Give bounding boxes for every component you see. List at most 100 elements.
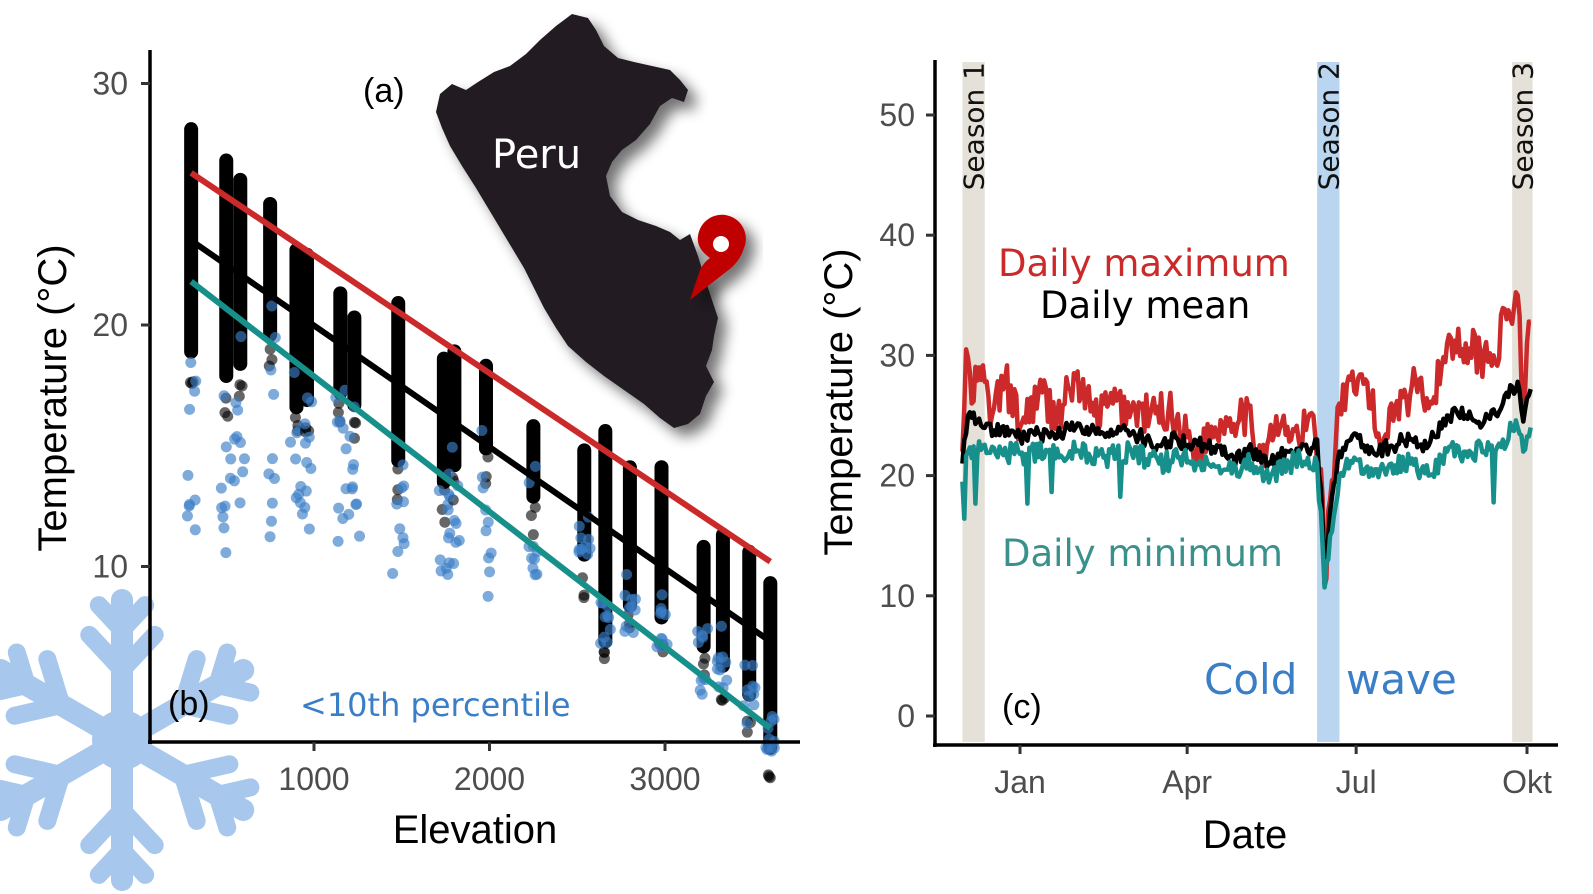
panel-c-timeseries: Season 1 Season 2 Season 3 0 10 20 30 40 50 Jan A… bbox=[817, 60, 1558, 857]
observation-point bbox=[236, 380, 248, 392]
low-percentile-point bbox=[621, 569, 633, 581]
low-percentile-point bbox=[215, 482, 227, 494]
low-percentile-point bbox=[434, 554, 446, 566]
observation-points bbox=[598, 424, 613, 649]
low-percentile-point bbox=[711, 663, 723, 675]
low-percentile-point bbox=[290, 453, 302, 465]
x-axis-label: Date bbox=[1203, 813, 1288, 857]
x-tick-label: Apr bbox=[1162, 764, 1212, 800]
y-tick-label: 20 bbox=[92, 307, 128, 343]
low-percentile-point bbox=[218, 522, 230, 534]
low-percentile-point bbox=[346, 483, 358, 495]
low-percentile-point bbox=[442, 568, 454, 580]
low-percentile-point bbox=[603, 612, 615, 624]
station-column bbox=[443, 344, 465, 570]
low-percentile-point bbox=[442, 504, 454, 516]
low-percentile-point bbox=[340, 443, 352, 455]
low-percentile-point bbox=[433, 485, 445, 497]
low-percentile-point bbox=[225, 453, 237, 465]
low-percentile-point bbox=[266, 453, 278, 465]
low-percentile-point bbox=[396, 482, 408, 494]
panel-label-a: (a) bbox=[363, 72, 405, 110]
x-tick-label: 1000 bbox=[278, 761, 349, 797]
snowflake-arm bbox=[111, 729, 260, 837]
low-percentile-point bbox=[573, 520, 585, 532]
observation-point bbox=[266, 354, 278, 366]
snowflake-icon bbox=[0, 589, 260, 891]
low-percentile-point bbox=[265, 515, 277, 527]
low-percentile-point bbox=[228, 475, 240, 487]
station-column bbox=[711, 527, 733, 706]
snowflake-arm bbox=[0, 729, 133, 837]
low-percentile-point bbox=[285, 436, 297, 448]
low-percentile-point bbox=[219, 500, 231, 512]
low-percentile-point bbox=[482, 590, 494, 602]
x-tick-label: 2000 bbox=[454, 761, 525, 797]
low-percentile-point bbox=[306, 396, 318, 408]
trend-line-mean bbox=[189, 238, 773, 644]
observation-point bbox=[332, 406, 344, 418]
peru-map-shape bbox=[436, 14, 718, 428]
low-percentile-point bbox=[655, 608, 667, 620]
low-percentile-point bbox=[444, 491, 456, 503]
low-percentile-point bbox=[529, 460, 541, 472]
observation-point bbox=[762, 769, 774, 781]
y-tick-label: 10 bbox=[879, 578, 915, 614]
low-percentile-point bbox=[747, 680, 759, 692]
low-percentile-point bbox=[184, 499, 196, 511]
season-label: Season 3 bbox=[1506, 62, 1539, 190]
low-percentile-point bbox=[235, 331, 247, 343]
x-tick-label: Okt bbox=[1502, 764, 1552, 800]
low-percentile-point bbox=[232, 404, 244, 416]
y-tick-label: 0 bbox=[897, 698, 915, 734]
low-percentile-point bbox=[264, 531, 276, 543]
low-percentile-point bbox=[450, 517, 462, 529]
low-percentile-point bbox=[217, 511, 229, 523]
legend-daily-mean: Daily mean bbox=[1040, 284, 1250, 327]
low-percentile-point bbox=[397, 532, 409, 544]
station-column bbox=[523, 419, 543, 581]
observation-point bbox=[529, 501, 541, 513]
station-column bbox=[760, 576, 780, 784]
low-percentile-point bbox=[299, 437, 311, 449]
low-percentile-point bbox=[350, 499, 362, 511]
x-tick-label: Jan bbox=[994, 764, 1046, 800]
low-percentile-point bbox=[527, 562, 539, 574]
season-label: Season 1 bbox=[958, 62, 991, 190]
observation-point bbox=[348, 416, 360, 428]
panel-b-axes: 10 20 30 1000 2000 3000 bbox=[92, 50, 800, 797]
low-percentile-point bbox=[234, 436, 246, 448]
low-percentile-point bbox=[290, 492, 302, 504]
low-percentile-point bbox=[476, 471, 488, 483]
low-percentile-point bbox=[218, 390, 230, 402]
observation-point bbox=[699, 652, 711, 664]
station-column bbox=[285, 242, 308, 520]
station-column bbox=[595, 424, 616, 665]
panel-a-map: (a) Peru bbox=[363, 14, 746, 428]
low-percentile-point bbox=[266, 300, 278, 312]
observation-points bbox=[763, 576, 778, 755]
low-percentile-point bbox=[189, 385, 201, 397]
low-percentile-point bbox=[333, 502, 345, 514]
observation-points bbox=[622, 460, 637, 613]
low-percentile-point bbox=[300, 485, 312, 497]
y-axis-label: Temperature (°C) bbox=[817, 248, 861, 555]
observation-points bbox=[447, 344, 462, 473]
low-percentile-point bbox=[268, 388, 280, 400]
low-percentile-point bbox=[397, 459, 409, 471]
panel-c-axes: 0 10 20 30 40 50 Jan Apr Jul Okt bbox=[879, 60, 1558, 800]
percentile-annotation: <10th percentile bbox=[300, 686, 571, 724]
x-tick-label: 3000 bbox=[629, 761, 700, 797]
observation-points bbox=[263, 197, 278, 342]
y-tick-label: 30 bbox=[879, 337, 915, 373]
low-percentile-point bbox=[444, 527, 456, 539]
observation-point bbox=[578, 589, 590, 601]
low-percentile-point bbox=[299, 502, 311, 514]
observation-points bbox=[577, 443, 592, 562]
low-percentile-point bbox=[354, 530, 366, 542]
observation-points bbox=[715, 527, 730, 673]
trend-lines bbox=[189, 170, 773, 731]
low-percentile-point bbox=[189, 524, 201, 536]
low-percentile-point bbox=[288, 366, 300, 378]
